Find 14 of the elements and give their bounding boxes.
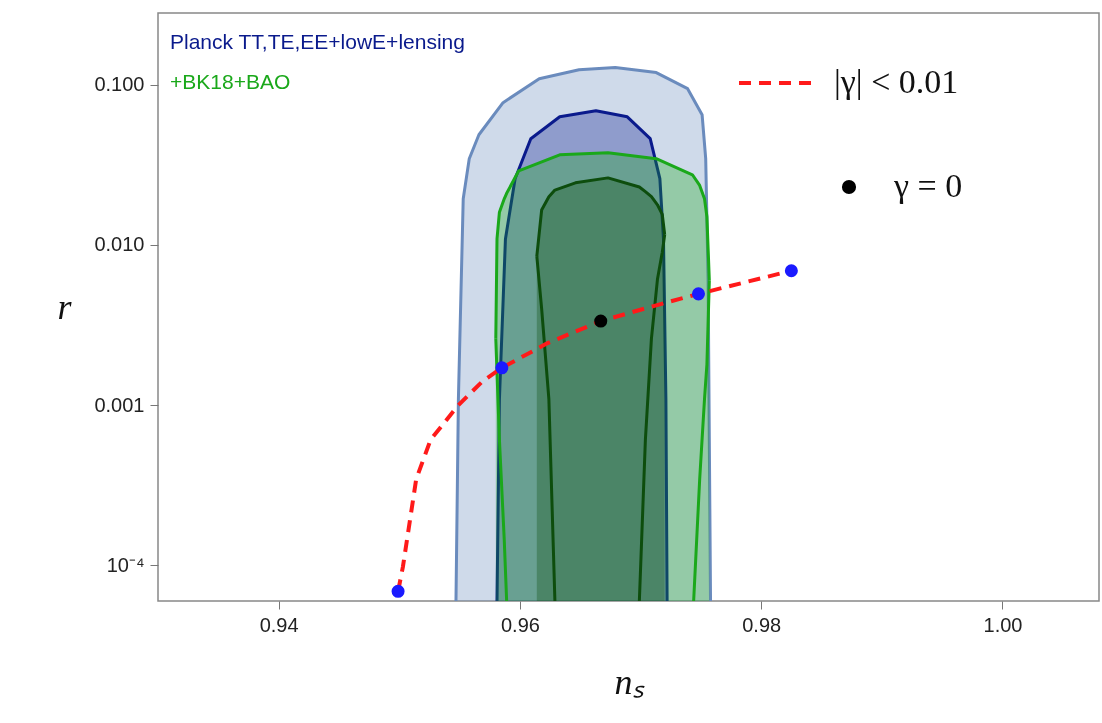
x-tick-label: 0.94 — [259, 613, 299, 636]
x-tick-label: 1.00 — [983, 613, 1023, 636]
x-axis-title: nₛ — [614, 661, 645, 702]
y-tick-label: 10⁻⁴ — [106, 553, 145, 576]
legend-label: γ = 0 — [893, 167, 963, 204]
text: +BK18+BAO — [170, 70, 291, 93]
y-axis-title: r — [57, 286, 73, 327]
y-tick-label: 0.010 — [94, 233, 145, 256]
x-tick-label: 0.96 — [500, 613, 540, 636]
x-tick-label: 0.98 — [742, 613, 782, 636]
text: Planck TT,TE,EE+lowE+lensing — [170, 30, 465, 53]
y-tick-label: 0.100 — [94, 73, 145, 96]
y-tick-label: 0.001 — [94, 393, 145, 416]
legend-label: |γ| < 0.01 — [834, 63, 959, 100]
